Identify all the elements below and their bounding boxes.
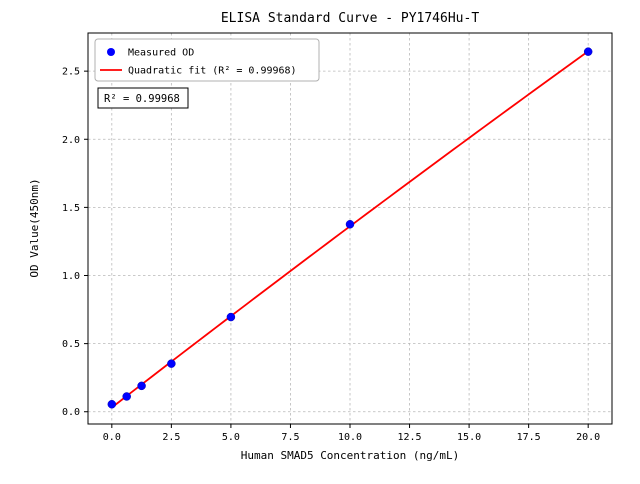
y-tick-label: 2.0 [62,135,80,146]
r-squared-annotation-text: R² = 0.99968 [104,93,180,105]
x-tick-label: 17.5 [517,432,541,443]
data-point [226,312,236,322]
y-tick-label: 2.5 [62,67,80,78]
y-axis-label: OD Value(450nm) [28,178,41,277]
r-squared-annotation-box [97,87,189,109]
y-tick-label: 1.5 [62,203,80,214]
data-point [583,47,593,56]
chart-layers: 0.0 2.5 5.0 7.5 10.0 12.5 15.0 17.5 20.0 0.0 0.5 1.… [62,32,613,443]
x-tick-label: 2.5 [162,432,180,443]
data-point [122,392,131,401]
x-tick-label: 7.5 [281,432,299,443]
chart-title: ELISA Standard Curve - PY1746Hu-T [221,11,479,26]
legend-label-quadratic-fit: Quadratic fit (R² = 0.99968) [128,66,297,77]
y-tick-label: 0.5 [62,339,80,350]
x-tick-label: 15.0 [457,432,481,443]
x-tick-label: 10.0 [338,432,362,443]
data-point [107,399,117,409]
x-tick-label: 20.0 [576,432,600,443]
y-tick-label: 1.0 [62,271,80,282]
x-tick-label: 12.5 [397,432,421,443]
legend-measured-od-marker-icon [107,48,115,56]
data-point [137,381,146,391]
y-tick-label: 0.0 [62,407,80,418]
x-tick-label: 5.0 [222,432,240,443]
legend: Measured OD Quadratic fit (R² = 0.99968) [94,38,320,82]
legend-box [94,38,320,82]
legend-label-measured-od: Measured OD [128,48,194,59]
x-tick-label: 0.0 [103,432,121,443]
data-point [167,359,176,368]
x-axis-label: Human SMAD5 Concentration (ng/mL) [241,449,460,462]
data-point [345,220,355,229]
r-squared-annotation: R² = 0.99968 [97,87,189,109]
